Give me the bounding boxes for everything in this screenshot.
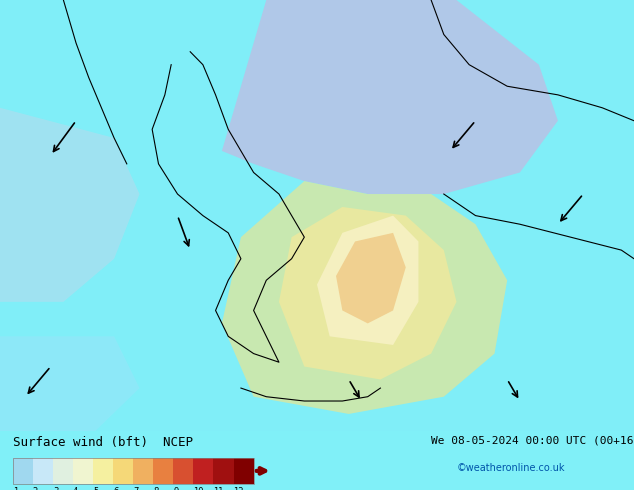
Bar xyxy=(73,458,93,484)
Text: 3: 3 xyxy=(53,487,58,490)
Bar xyxy=(113,458,133,484)
Bar xyxy=(133,458,153,484)
Text: 6: 6 xyxy=(113,487,119,490)
Text: 2: 2 xyxy=(33,487,38,490)
Polygon shape xyxy=(0,108,139,302)
Text: 9: 9 xyxy=(173,487,179,490)
Text: 1: 1 xyxy=(13,487,18,490)
Text: 12: 12 xyxy=(233,487,244,490)
Bar xyxy=(153,458,173,484)
Text: We 08-05-2024 00:00 UTC (00+168): We 08-05-2024 00:00 UTC (00+168) xyxy=(431,436,634,446)
Text: ©weatheronline.co.uk: ©weatheronline.co.uk xyxy=(456,463,565,473)
Polygon shape xyxy=(222,0,558,194)
Bar xyxy=(233,458,254,484)
Text: 5: 5 xyxy=(93,487,98,490)
Polygon shape xyxy=(0,336,139,431)
Polygon shape xyxy=(222,181,507,414)
Bar xyxy=(53,458,73,484)
Bar xyxy=(33,458,53,484)
Bar xyxy=(13,458,254,484)
Polygon shape xyxy=(336,233,406,323)
Text: 11: 11 xyxy=(214,487,224,490)
Bar xyxy=(13,458,33,484)
Bar xyxy=(193,458,214,484)
Text: 4: 4 xyxy=(73,487,78,490)
Polygon shape xyxy=(317,216,418,345)
Text: 10: 10 xyxy=(193,487,204,490)
Polygon shape xyxy=(279,207,456,379)
Bar xyxy=(173,458,193,484)
Bar xyxy=(214,458,233,484)
Text: 7: 7 xyxy=(133,487,138,490)
Text: Surface wind (bft)  NCEP: Surface wind (bft) NCEP xyxy=(13,436,193,449)
Text: 8: 8 xyxy=(153,487,158,490)
Bar xyxy=(93,458,113,484)
